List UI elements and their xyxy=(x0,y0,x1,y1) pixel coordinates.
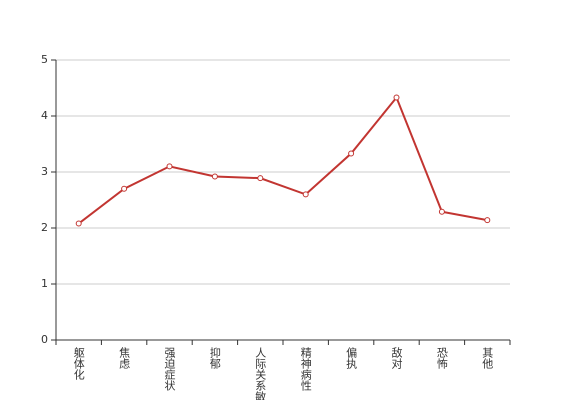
point xyxy=(484,217,491,224)
point xyxy=(75,220,82,227)
point xyxy=(393,94,400,101)
point xyxy=(302,191,309,198)
x-tick-label: 偏执 xyxy=(345,346,358,370)
x-tick-label: 强迫症状 xyxy=(163,347,176,391)
y-tick-label: 1 xyxy=(41,277,48,290)
y-tick-label: 2 xyxy=(41,221,48,234)
y-tick-label: 0 xyxy=(41,333,48,346)
x-tick-label: 人际关系敏感 xyxy=(254,347,267,400)
y-tick-label: 4 xyxy=(41,109,48,122)
y-tick-label: 3 xyxy=(41,165,48,178)
x-tick-label: 其他 xyxy=(481,347,494,369)
point xyxy=(348,150,355,157)
point xyxy=(438,208,445,215)
x-tick-label: 抑郁 xyxy=(208,346,221,369)
point xyxy=(257,175,264,182)
x-tick-label: 恐怖 xyxy=(435,347,448,369)
point xyxy=(166,163,173,170)
x-tick-label: 精神病性 xyxy=(299,347,312,392)
x-tick-label: 躯体化 xyxy=(72,347,85,381)
point xyxy=(211,173,218,180)
y-tick-label: 5 xyxy=(41,53,48,66)
point xyxy=(121,185,128,192)
x-tick-label: 敌对 xyxy=(390,346,403,369)
x-tick-label: 焦虑 xyxy=(118,347,131,369)
line xyxy=(78,95,488,225)
